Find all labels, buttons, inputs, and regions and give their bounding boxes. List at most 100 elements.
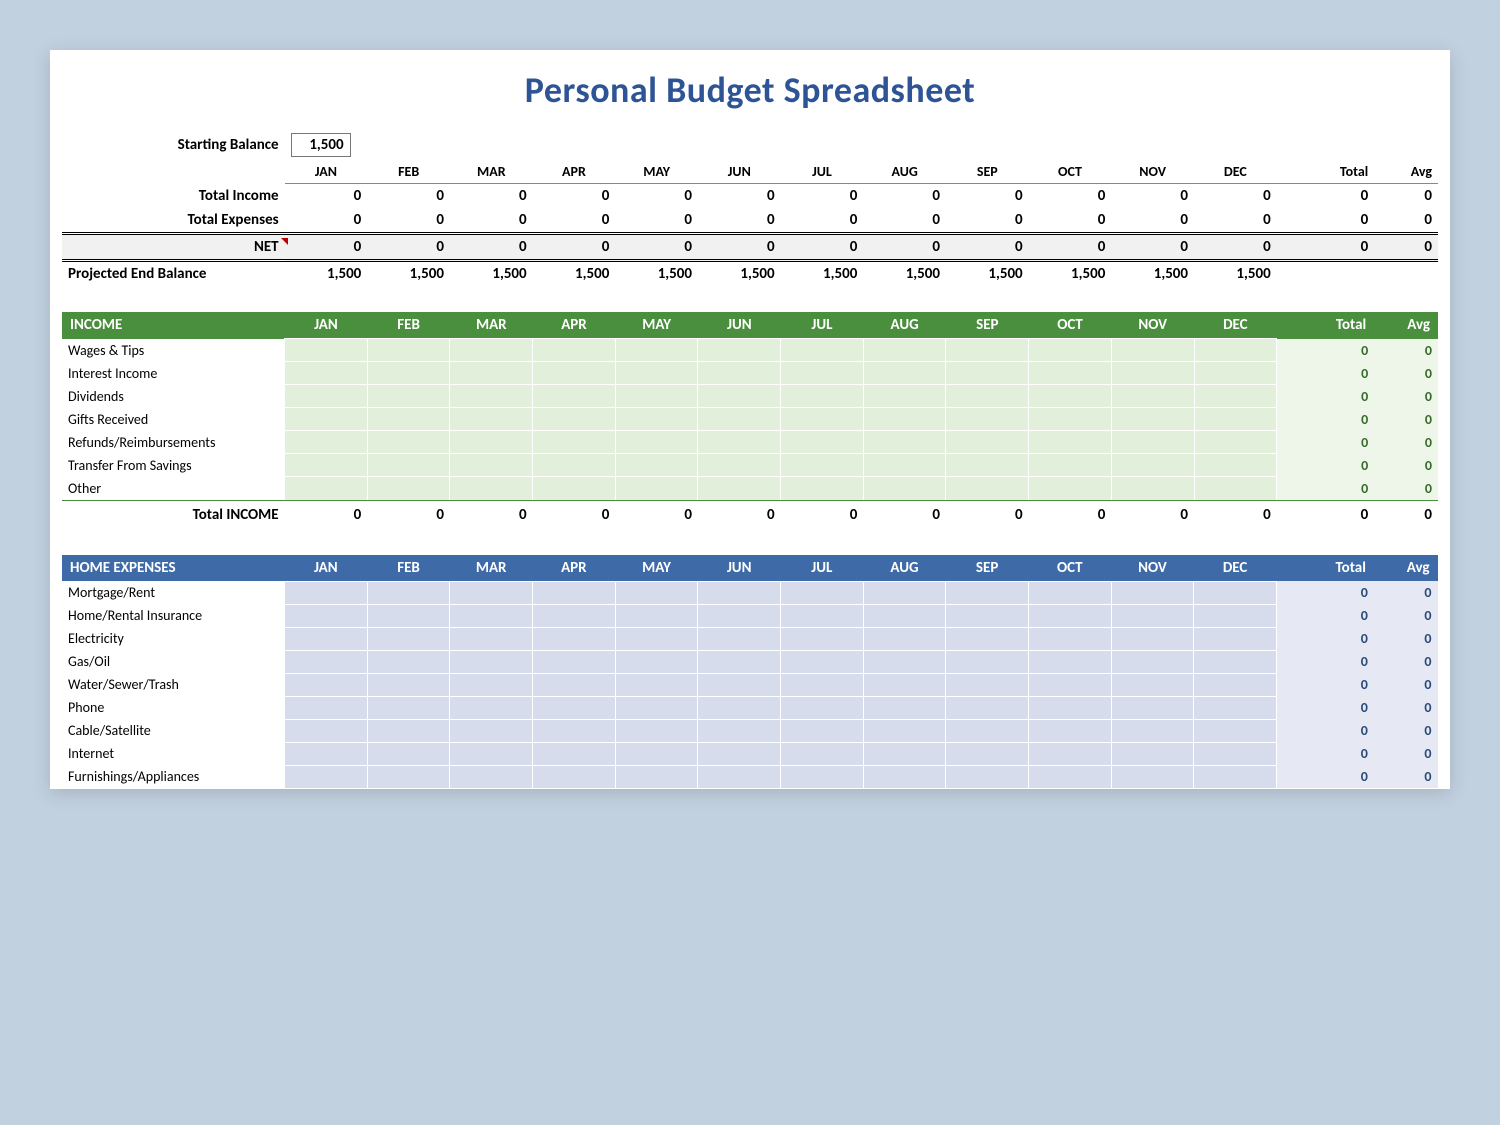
input-cell[interactable] bbox=[1194, 408, 1277, 431]
input-cell[interactable] bbox=[698, 604, 781, 627]
input-cell[interactable] bbox=[533, 765, 616, 788]
input-cell[interactable] bbox=[780, 742, 863, 765]
input-cell[interactable] bbox=[863, 719, 946, 742]
input-cell[interactable] bbox=[615, 673, 698, 696]
input-cell[interactable] bbox=[698, 477, 781, 501]
input-cell[interactable] bbox=[285, 431, 368, 454]
input-cell[interactable] bbox=[863, 765, 946, 788]
input-cell[interactable] bbox=[863, 696, 946, 719]
input-cell[interactable] bbox=[285, 581, 368, 604]
input-cell[interactable] bbox=[946, 719, 1029, 742]
input-cell[interactable] bbox=[285, 696, 368, 719]
input-cell[interactable] bbox=[1028, 581, 1111, 604]
input-cell[interactable] bbox=[946, 454, 1029, 477]
input-cell[interactable] bbox=[863, 581, 946, 604]
input-cell[interactable] bbox=[450, 604, 533, 627]
input-cell[interactable] bbox=[533, 673, 616, 696]
input-cell[interactable] bbox=[946, 339, 1029, 362]
input-cell[interactable] bbox=[863, 454, 946, 477]
input-cell[interactable] bbox=[450, 339, 533, 362]
input-cell[interactable] bbox=[780, 650, 863, 673]
input-cell[interactable] bbox=[615, 627, 698, 650]
input-cell[interactable] bbox=[946, 581, 1029, 604]
input-cell[interactable] bbox=[367, 742, 450, 765]
input-cell[interactable] bbox=[285, 765, 368, 788]
input-cell[interactable] bbox=[781, 339, 864, 362]
input-cell[interactable] bbox=[698, 673, 781, 696]
input-cell[interactable] bbox=[1111, 719, 1194, 742]
input-cell[interactable] bbox=[698, 362, 781, 385]
input-cell[interactable] bbox=[533, 339, 616, 362]
input-cell[interactable] bbox=[698, 719, 781, 742]
input-cell[interactable] bbox=[781, 362, 864, 385]
input-cell[interactable] bbox=[367, 650, 450, 673]
input-cell[interactable] bbox=[863, 339, 946, 362]
input-cell[interactable] bbox=[367, 765, 450, 788]
input-cell[interactable] bbox=[863, 477, 946, 501]
input-cell[interactable] bbox=[863, 362, 946, 385]
input-cell[interactable] bbox=[946, 742, 1029, 765]
input-cell[interactable] bbox=[533, 650, 616, 673]
input-cell[interactable] bbox=[1028, 627, 1111, 650]
input-cell[interactable] bbox=[615, 408, 698, 431]
input-cell[interactable] bbox=[946, 431, 1029, 454]
input-cell[interactable] bbox=[285, 362, 368, 385]
input-cell[interactable] bbox=[1028, 719, 1111, 742]
input-cell[interactable] bbox=[698, 581, 781, 604]
input-cell[interactable] bbox=[1111, 604, 1194, 627]
input-cell[interactable] bbox=[1194, 385, 1277, 408]
input-cell[interactable] bbox=[533, 581, 616, 604]
input-cell[interactable] bbox=[615, 362, 698, 385]
input-cell[interactable] bbox=[946, 696, 1029, 719]
input-cell[interactable] bbox=[1194, 362, 1277, 385]
input-cell[interactable] bbox=[1194, 454, 1277, 477]
input-cell[interactable] bbox=[450, 696, 533, 719]
input-cell[interactable] bbox=[780, 719, 863, 742]
input-cell[interactable] bbox=[533, 362, 616, 385]
input-cell[interactable] bbox=[285, 477, 368, 501]
input-cell[interactable] bbox=[367, 604, 450, 627]
input-cell[interactable] bbox=[285, 742, 368, 765]
input-cell[interactable] bbox=[450, 477, 533, 501]
input-cell[interactable] bbox=[1029, 385, 1112, 408]
input-cell[interactable] bbox=[367, 627, 450, 650]
input-cell[interactable] bbox=[781, 454, 864, 477]
input-cell[interactable] bbox=[450, 431, 533, 454]
input-cell[interactable] bbox=[1194, 339, 1277, 362]
input-cell[interactable] bbox=[1111, 385, 1194, 408]
input-cell[interactable] bbox=[533, 477, 616, 501]
input-cell[interactable] bbox=[1111, 765, 1194, 788]
input-cell[interactable] bbox=[367, 719, 450, 742]
input-cell[interactable] bbox=[1194, 627, 1277, 650]
input-cell[interactable] bbox=[1029, 339, 1112, 362]
input-cell[interactable] bbox=[1111, 408, 1194, 431]
input-cell[interactable] bbox=[863, 673, 946, 696]
input-cell[interactable] bbox=[698, 627, 781, 650]
input-cell[interactable] bbox=[863, 385, 946, 408]
input-cell[interactable] bbox=[285, 454, 368, 477]
input-cell[interactable] bbox=[533, 604, 616, 627]
input-cell[interactable] bbox=[367, 696, 450, 719]
input-cell[interactable] bbox=[615, 604, 698, 627]
input-cell[interactable] bbox=[698, 650, 781, 673]
input-cell[interactable] bbox=[780, 604, 863, 627]
input-cell[interactable] bbox=[367, 362, 450, 385]
input-cell[interactable] bbox=[1028, 696, 1111, 719]
input-cell[interactable] bbox=[1028, 604, 1111, 627]
input-cell[interactable] bbox=[450, 673, 533, 696]
input-cell[interactable] bbox=[1029, 362, 1112, 385]
input-cell[interactable] bbox=[450, 765, 533, 788]
input-cell[interactable] bbox=[285, 627, 368, 650]
input-cell[interactable] bbox=[285, 604, 368, 627]
input-cell[interactable] bbox=[781, 408, 864, 431]
input-cell[interactable] bbox=[698, 408, 781, 431]
input-cell[interactable] bbox=[863, 627, 946, 650]
input-cell[interactable] bbox=[781, 385, 864, 408]
input-cell[interactable] bbox=[1028, 765, 1111, 788]
input-cell[interactable] bbox=[1111, 650, 1194, 673]
input-cell[interactable] bbox=[1194, 431, 1277, 454]
input-cell[interactable] bbox=[1111, 581, 1194, 604]
input-cell[interactable] bbox=[1029, 477, 1112, 501]
input-cell[interactable] bbox=[615, 581, 698, 604]
input-cell[interactable] bbox=[285, 339, 368, 362]
